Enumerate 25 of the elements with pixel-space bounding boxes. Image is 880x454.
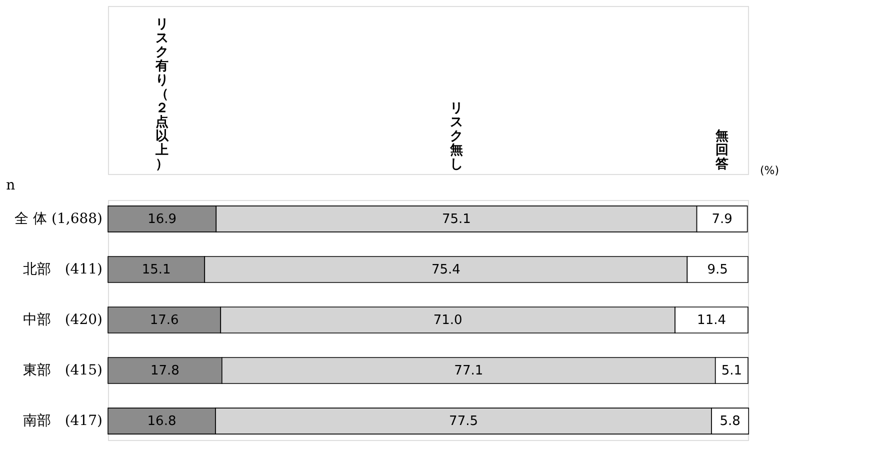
- data-label: 16.9: [148, 212, 177, 227]
- y-axis-title: n: [6, 178, 16, 194]
- data-label: 15.1: [142, 262, 171, 278]
- text: 無回答: [714, 129, 729, 172]
- data-label: 16.8: [147, 414, 176, 430]
- text: (%): [760, 164, 780, 177]
- data-label: 5.1: [721, 364, 742, 379]
- data-label: 9.5: [707, 262, 728, 278]
- data-label: 5.8: [720, 414, 740, 430]
- data-label: 71.0: [433, 313, 462, 328]
- y-tick-label: 北部 (411): [22, 261, 102, 278]
- data-label: 11.4: [697, 313, 726, 328]
- data-label: 17.8: [150, 364, 180, 379]
- data-label: 7.9: [712, 212, 732, 227]
- data-label: 75.4: [431, 262, 460, 278]
- text: リスク無し: [448, 101, 463, 172]
- y-tick-label: 中部 (420): [22, 312, 102, 328]
- data-label: 77.5: [449, 414, 478, 430]
- y-tick-label: 全 体 (1,688): [14, 210, 102, 227]
- data-label: 75.1: [442, 212, 471, 227]
- data-label: 17.6: [150, 313, 179, 328]
- y-tick-label: 南部 (417): [22, 413, 102, 430]
- y-tick-label: 東部 (415): [22, 362, 102, 379]
- text: リスク有り（２点以上）: [156, 17, 169, 172]
- data-label: 77.1: [454, 364, 484, 379]
